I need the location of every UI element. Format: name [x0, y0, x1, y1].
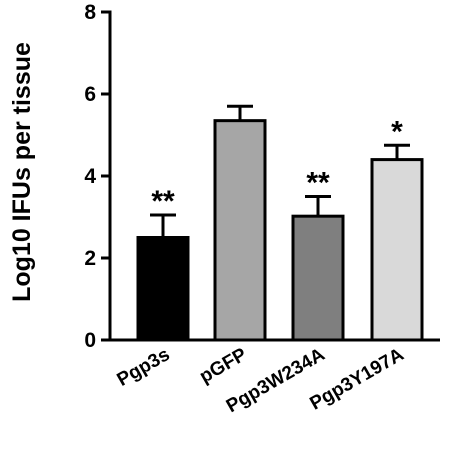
y-tick-label: 6: [84, 83, 96, 106]
y-tick-label: 8: [84, 1, 96, 24]
x-category-label: Pgp3s: [114, 344, 174, 391]
bar-pgp3w234a: [291, 214, 345, 342]
y-tick-label: 0: [84, 329, 96, 352]
y-axis-title: Log10 IFUs per tissue: [8, 42, 36, 302]
bar-pgp3y197a: [370, 158, 424, 342]
significance-marker: **: [306, 167, 330, 200]
bar-pgp3s: [136, 236, 190, 342]
error-bars: [150, 104, 410, 238]
y-tick-label: 2: [84, 247, 96, 270]
significance-marker: *: [391, 115, 403, 148]
x-category-label: pGFP: [196, 344, 251, 388]
bars: [136, 119, 424, 342]
significance-marker: **: [151, 185, 175, 218]
y-axis-ticks: 0 2 4 6 8: [84, 1, 110, 352]
significance-markers: *****: [151, 115, 403, 218]
y-tick-label: 4: [84, 165, 96, 188]
bar-pgfp: [213, 119, 267, 342]
